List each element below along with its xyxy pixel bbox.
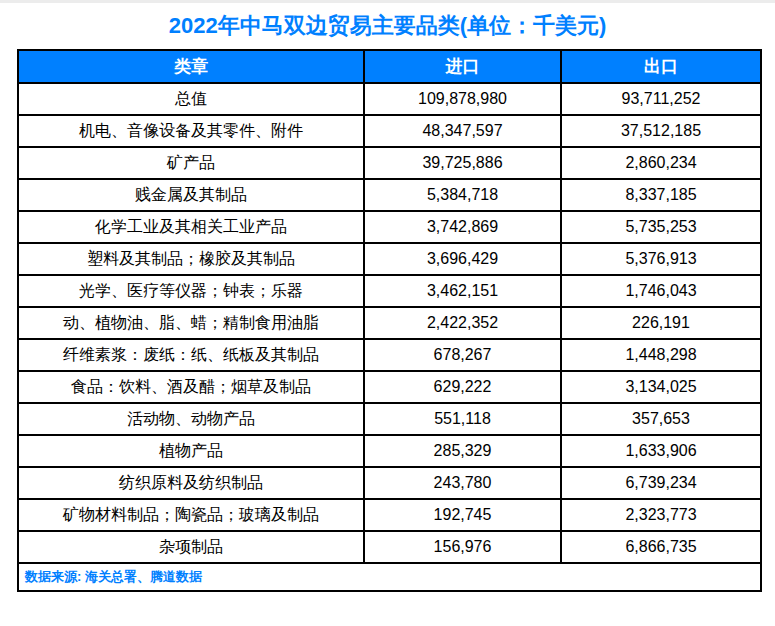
category-cell: 杂项制品 (18, 531, 364, 563)
export-value-cell: 37,512,185 (561, 115, 761, 147)
table-row: 化学工业及其相关工业产品 3,742,869 5,735,253 (18, 211, 761, 243)
data-source-note: 数据来源: 海关总署、腾道数据 (18, 563, 761, 591)
import-value-cell: 2,422,352 (364, 307, 561, 339)
import-value-cell: 3,696,429 (364, 243, 561, 275)
table-header-row: 类章 进口 出口 (18, 50, 761, 83)
table-row: 植物产品 285,329 1,633,906 (18, 435, 761, 467)
export-value-cell: 226,191 (561, 307, 761, 339)
header-cell-import: 进口 (364, 50, 561, 83)
category-cell: 纺织原料及纺织制品 (18, 467, 364, 499)
table-row: 纤维素浆：废纸：纸、纸板及其制品 678,267 1,448,298 (18, 339, 761, 371)
category-cell: 植物产品 (18, 435, 364, 467)
import-value-cell: 629,222 (364, 371, 561, 403)
category-cell: 矿产品 (18, 147, 364, 179)
table-row: 总值 109,878,980 93,711,252 (18, 83, 761, 115)
import-value-cell: 156,976 (364, 531, 561, 563)
table-row: 杂项制品 156,976 6,866,735 (18, 531, 761, 563)
export-value-cell: 357,653 (561, 403, 761, 435)
table-row: 光学、医疗等仪器；钟表；乐器 3,462,151 1,746,043 (18, 275, 761, 307)
category-cell: 活动物、动物产品 (18, 403, 364, 435)
import-value-cell: 109,878,980 (364, 83, 561, 115)
table-row: 贱金属及其制品 5,384,718 8,337,185 (18, 179, 761, 211)
export-value-cell: 2,860,234 (561, 147, 761, 179)
export-value-cell: 93,711,252 (561, 83, 761, 115)
import-value-cell: 551,118 (364, 403, 561, 435)
window-top-edge (0, 0, 775, 3)
export-value-cell: 3,134,025 (561, 371, 761, 403)
category-cell: 贱金属及其制品 (18, 179, 364, 211)
category-cell: 塑料及其制品；橡胶及其制品 (18, 243, 364, 275)
export-value-cell: 6,739,234 (561, 467, 761, 499)
import-value-cell: 3,742,869 (364, 211, 561, 243)
table-row: 矿产品 39,725,886 2,860,234 (18, 147, 761, 179)
export-value-cell: 8,337,185 (561, 179, 761, 211)
import-value-cell: 3,462,151 (364, 275, 561, 307)
table-row: 纺织原料及纺织制品 243,780 6,739,234 (18, 467, 761, 499)
table-body: 总值 109,878,980 93,711,252 机电、音像设备及其零件、附件… (18, 83, 761, 563)
category-cell: 化学工业及其相关工业产品 (18, 211, 364, 243)
import-value-cell: 285,329 (364, 435, 561, 467)
category-cell: 矿物材料制品；陶瓷品；玻璃及制品 (18, 499, 364, 531)
category-cell: 光学、医疗等仪器；钟表；乐器 (18, 275, 364, 307)
table-row: 矿物材料制品；陶瓷品；玻璃及制品 192,745 2,323,773 (18, 499, 761, 531)
table-row: 食品：饮料、酒及醋；烟草及制品 629,222 3,134,025 (18, 371, 761, 403)
header-cell-category: 类章 (18, 50, 364, 83)
table-row: 塑料及其制品；橡胶及其制品 3,696,429 5,376,913 (18, 243, 761, 275)
export-value-cell: 5,735,253 (561, 211, 761, 243)
trade-table: 类章 进口 出口 总值 109,878,980 93,711,252 机电、音像… (17, 49, 762, 592)
category-cell: 纤维素浆：废纸：纸、纸板及其制品 (18, 339, 364, 371)
table-row: 动、植物油、脂、蜡；精制食用油脂 2,422,352 226,191 (18, 307, 761, 339)
table-row: 活动物、动物产品 551,118 357,653 (18, 403, 761, 435)
export-value-cell: 2,323,773 (561, 499, 761, 531)
import-value-cell: 5,384,718 (364, 179, 561, 211)
category-cell: 总值 (18, 83, 364, 115)
import-value-cell: 192,745 (364, 499, 561, 531)
category-cell: 食品：饮料、酒及醋；烟草及制品 (18, 371, 364, 403)
import-value-cell: 678,267 (364, 339, 561, 371)
export-value-cell: 1,633,906 (561, 435, 761, 467)
import-value-cell: 48,347,597 (364, 115, 561, 147)
header-cell-export: 出口 (561, 50, 761, 83)
table-footer-row: 数据来源: 海关总署、腾道数据 (18, 563, 761, 591)
table-row: 机电、音像设备及其零件、附件 48,347,597 37,512,185 (18, 115, 761, 147)
export-value-cell: 5,376,913 (561, 243, 761, 275)
export-value-cell: 1,746,043 (561, 275, 761, 307)
export-value-cell: 1,448,298 (561, 339, 761, 371)
export-value-cell: 6,866,735 (561, 531, 761, 563)
category-cell: 动、植物油、脂、蜡；精制食用油脂 (18, 307, 364, 339)
import-value-cell: 243,780 (364, 467, 561, 499)
import-value-cell: 39,725,886 (364, 147, 561, 179)
category-cell: 机电、音像设备及其零件、附件 (18, 115, 364, 147)
page-title: 2022年中马双边贸易主要品类(单位：千美元) (0, 11, 775, 41)
